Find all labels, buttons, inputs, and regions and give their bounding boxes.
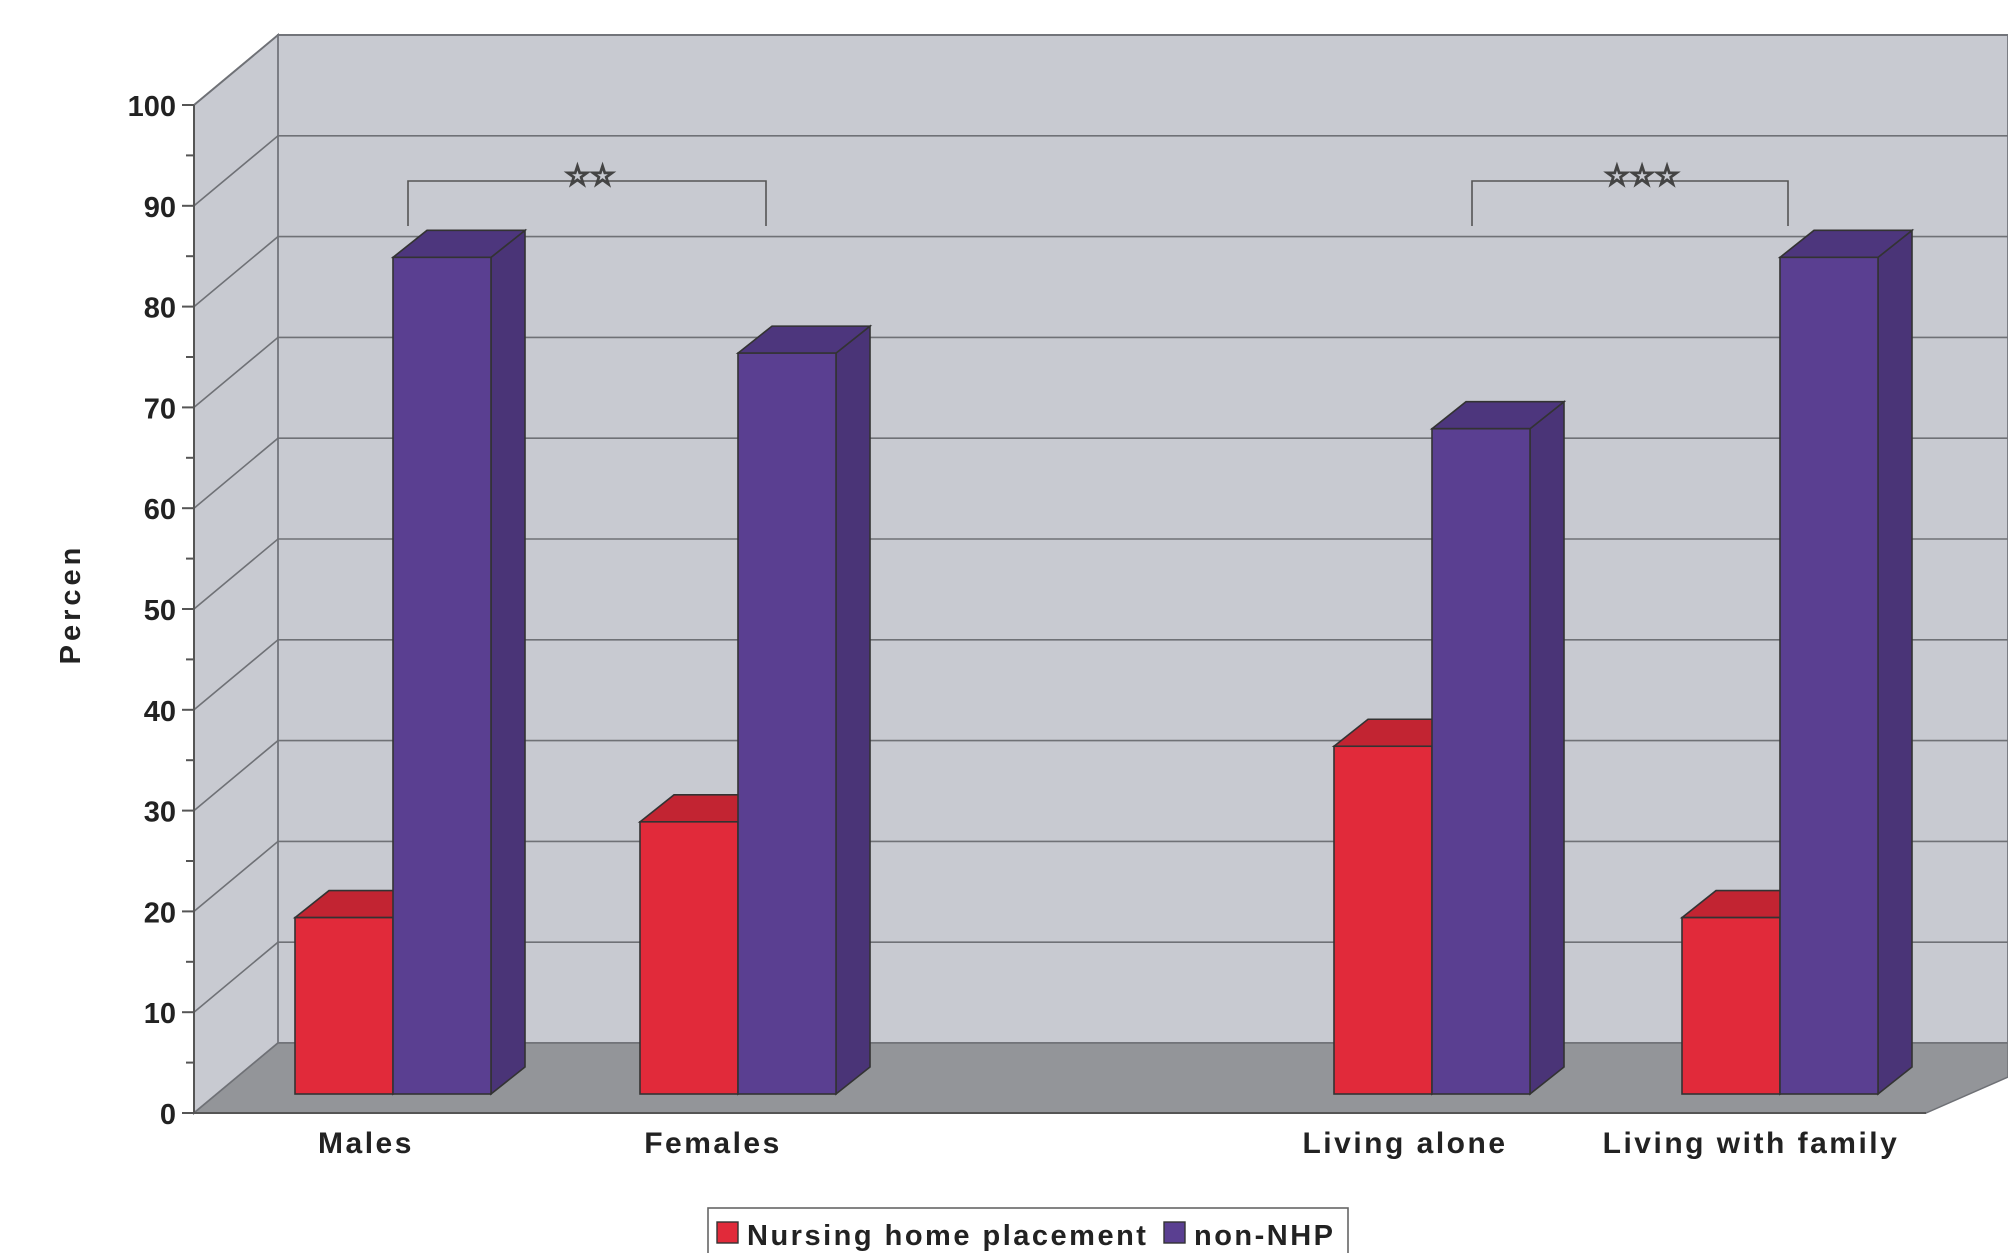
y-tick-label: 70 <box>144 393 176 425</box>
gridline <box>193 34 2008 106</box>
significance-bracket <box>1471 180 1789 226</box>
y-axis-title: Percen <box>55 544 87 665</box>
y-tick-label: 0 <box>160 1099 176 1131</box>
bar-front <box>1333 745 1433 1095</box>
legend-swatch <box>716 1221 739 1244</box>
bar-front <box>392 256 492 1095</box>
bar-front <box>639 821 739 1095</box>
gridline <box>193 135 2008 207</box>
bar-front <box>1779 256 1879 1095</box>
significance-bracket <box>407 180 767 226</box>
legend-label: Nursing home placement <box>747 1220 1148 1252</box>
gridline <box>193 235 2008 308</box>
bar-front <box>737 352 837 1095</box>
y-tick-label: 80 <box>144 293 176 325</box>
bar-side <box>1529 400 1565 1096</box>
bar-front <box>294 916 394 1095</box>
bar-side <box>490 228 526 1096</box>
y-tick-label: 100 <box>128 91 176 123</box>
significance-stars: ☆☆☆ <box>1604 160 1679 191</box>
bar-side <box>835 324 871 1096</box>
x-category-label: Living alone <box>1302 1127 1507 1160</box>
gridline <box>193 336 2008 409</box>
y-tick-label: 50 <box>144 595 176 627</box>
y-tick-label: 20 <box>144 897 176 929</box>
x-category-label: Males <box>318 1127 414 1160</box>
y-tick-label: 90 <box>144 192 176 224</box>
bar-non-nhp <box>1429 400 1567 1096</box>
legend-box <box>707 1207 1349 1253</box>
bar-non-nhp <box>1777 228 1915 1096</box>
bar-front <box>1681 916 1781 1095</box>
legend-label: non-NHP <box>1194 1220 1336 1252</box>
significance-stars: ☆☆ <box>565 160 615 191</box>
legend-swatch <box>1163 1221 1186 1244</box>
bar-non-nhp <box>735 324 873 1096</box>
legend: Nursing home placement non-NHP <box>707 1207 1349 1253</box>
bar-front <box>1431 427 1531 1095</box>
bar-side <box>1877 228 1913 1096</box>
y-tick-label: 60 <box>144 494 176 526</box>
y-tick-label: 40 <box>144 696 176 728</box>
y-tick-label: 10 <box>144 998 176 1030</box>
bar-non-nhp <box>390 228 528 1096</box>
y-tick-label: 30 <box>144 797 176 829</box>
x-category-label: Living with family <box>1603 1127 1900 1160</box>
x-category-label: Females <box>644 1127 782 1160</box>
